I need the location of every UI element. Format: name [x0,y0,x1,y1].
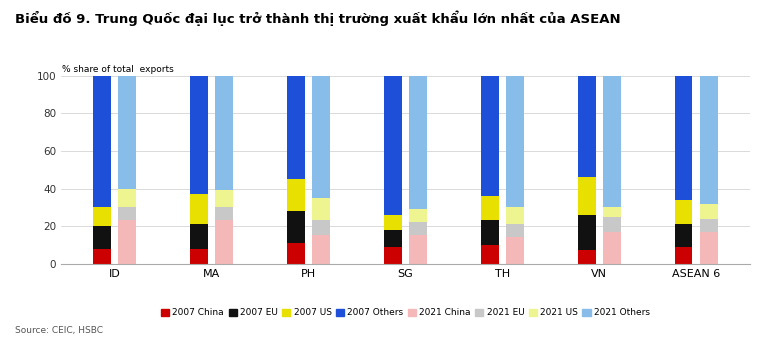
Bar [675,247,692,264]
Bar [409,236,427,264]
Bar [384,247,402,264]
Bar [190,194,207,224]
Bar [675,200,692,224]
Bar [604,207,620,217]
Bar [287,243,304,264]
Bar [675,76,692,200]
Bar [578,177,595,215]
Text: % share of total  exports: % share of total exports [62,65,174,74]
Bar [409,222,427,236]
Legend: 2007 China, 2007 EU, 2007 US, 2007 Others, 2021 China, 2021 EU, 2021 US, 2021 Ot: 2007 China, 2007 EU, 2007 US, 2007 Other… [158,305,653,321]
Bar [287,211,304,243]
Bar [384,230,402,247]
Bar [93,76,111,207]
Bar [506,207,524,224]
Bar [481,220,499,245]
Bar [93,207,111,226]
Bar [119,189,136,207]
Bar [506,76,524,207]
Bar [384,215,402,230]
Bar [119,220,136,264]
Bar [700,219,718,232]
Bar [287,179,304,211]
Bar [119,207,136,220]
Bar [578,76,595,177]
Bar [409,209,427,222]
Bar [481,76,499,196]
Bar [287,76,304,179]
Bar [604,76,620,207]
Bar [675,224,692,247]
Bar [190,224,207,249]
Bar [216,207,233,220]
Bar [506,224,524,237]
Bar [700,76,718,203]
Bar [216,76,233,190]
Text: Source: CEIC, HSBC: Source: CEIC, HSBC [15,325,103,335]
Bar [481,196,499,220]
Bar [481,245,499,264]
Bar [312,236,330,264]
Bar [216,220,233,264]
Bar [700,232,718,264]
Bar [93,249,111,264]
Text: Biểu đồ 9. Trung Quốc đại lục trở thành thị trường xuất khẩu lớn nhất của ASEAN: Biểu đồ 9. Trung Quốc đại lục trở thành … [15,10,621,26]
Bar [578,215,595,250]
Bar [409,76,427,209]
Bar [119,76,136,189]
Bar [506,237,524,264]
Bar [384,76,402,215]
Bar [700,203,718,219]
Bar [216,190,233,207]
Bar [312,220,330,236]
Bar [312,76,330,198]
Bar [190,76,207,194]
Bar [190,249,207,264]
Bar [312,198,330,220]
Bar [578,250,595,264]
Bar [604,217,620,232]
Bar [93,226,111,249]
Bar [604,232,620,264]
